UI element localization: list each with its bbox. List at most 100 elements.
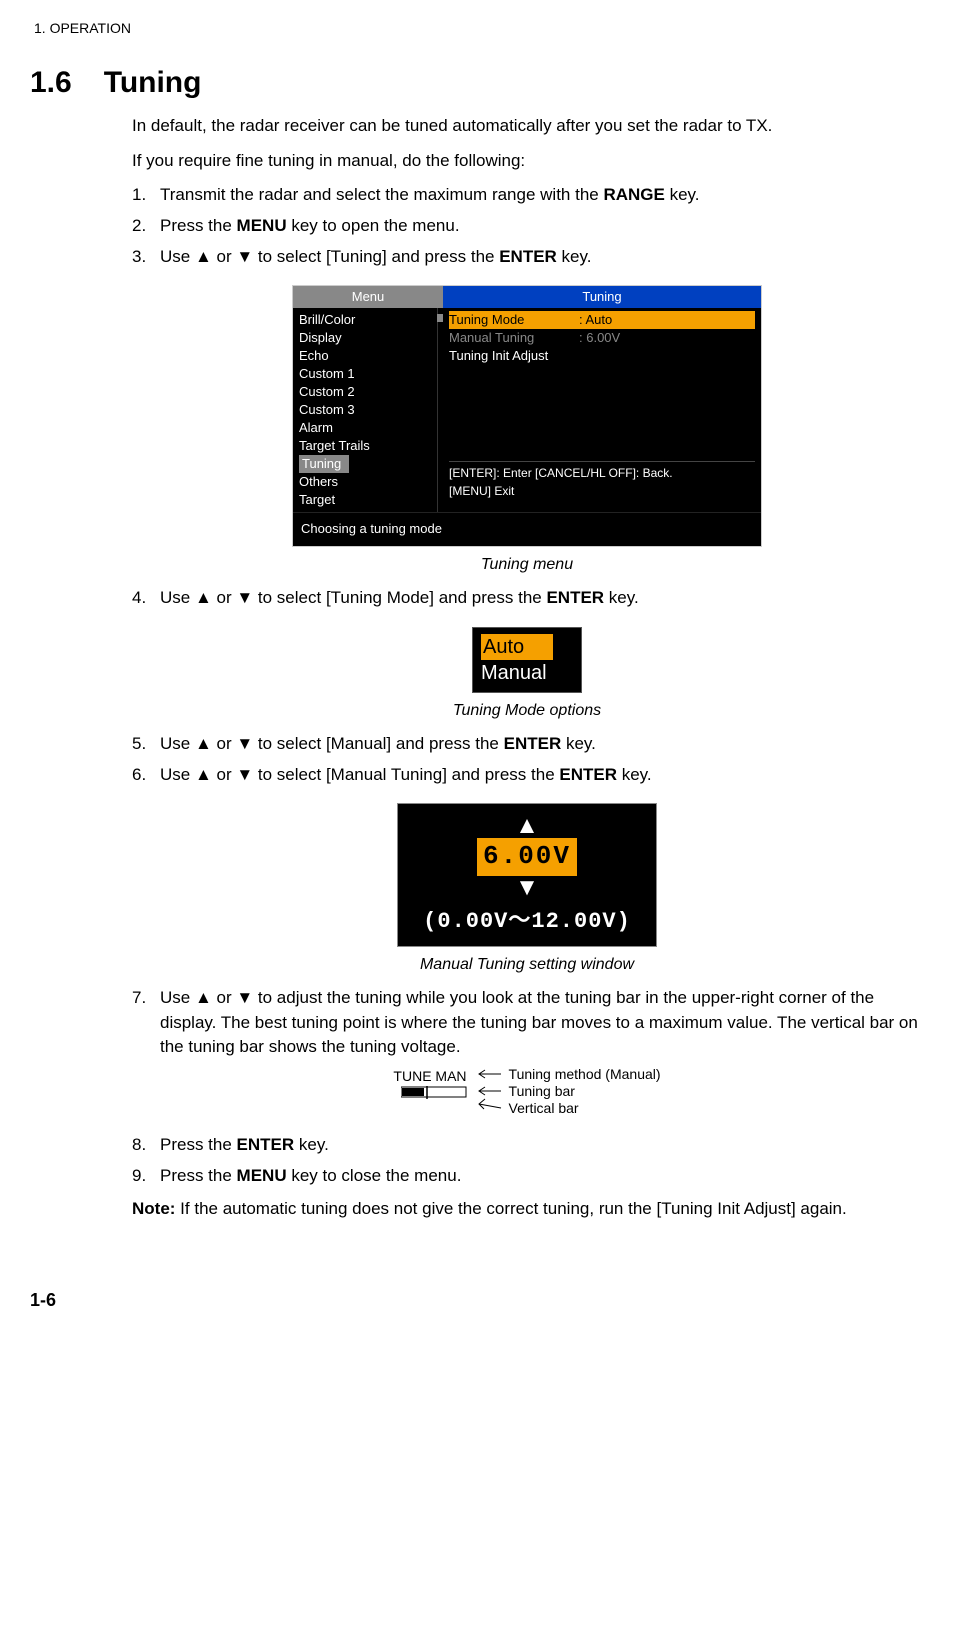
up-triangle-icon: ▲ (195, 247, 212, 266)
menu-key: MENU (237, 1166, 287, 1185)
arrow-icon (471, 1066, 505, 1121)
menu-item: Tuning (299, 455, 437, 473)
enter-key: ENTER (499, 247, 557, 266)
menu-list: Brill/ColorDisplayEchoCustom 1Custom 2Cu… (293, 308, 443, 512)
scrollbar-thumb (437, 314, 443, 322)
tuning-value: 6.00V (477, 838, 577, 876)
step-num: 4. (132, 586, 146, 611)
step-text: Use (160, 988, 195, 1007)
callout-tuning-bar: Tuning bar (509, 1083, 661, 1100)
figure-caption: Tuning menu (481, 553, 573, 576)
step-num: 7. (132, 986, 146, 1011)
hint-line-2: [MENU] Exit (449, 483, 755, 500)
step-text: to select [Manual] and press the (253, 734, 503, 753)
note-paragraph: Note: If the automatic tuning does not g… (132, 1197, 922, 1222)
step-num: 1. (132, 183, 146, 208)
step-text: or (212, 734, 237, 753)
up-triangle-icon: ▲ (195, 765, 212, 784)
step-3: 3. Use ▲ or ▼ to select [Tuning] and pre… (132, 245, 922, 270)
step-text: or (212, 588, 237, 607)
tuning-panel: Tuning Mode: AutoManual Tuning: 6.00VTun… (443, 308, 761, 512)
step-text: key to open the menu. (287, 216, 460, 235)
step-text: key. (561, 734, 596, 753)
up-triangle-icon: ▲ (195, 588, 212, 607)
tuning-menu-figure: Menu Tuning Brill/ColorDisplayEchoCustom… (132, 285, 922, 576)
section-number: 1.6 (30, 66, 72, 100)
down-triangle-icon: ▼ (236, 765, 253, 784)
tuning-row: Tuning Init Adjust (449, 347, 755, 365)
step-text: Use (160, 247, 195, 266)
intro-para-1: In default, the radar receiver can be tu… (132, 114, 922, 139)
enter-key: ENTER (504, 734, 562, 753)
down-arrow-icon: ▼ (398, 876, 656, 900)
step-text: or (212, 247, 237, 266)
step-text: to adjust the tuning while you look at t… (160, 988, 918, 1056)
step-8: 8. Press the ENTER key. (132, 1133, 922, 1158)
step-text: key. (294, 1135, 329, 1154)
mode-option-auto: Auto (481, 634, 553, 660)
intro-para-2: If you require fine tuning in manual, do… (132, 149, 922, 174)
step-text: Use (160, 588, 195, 607)
menu-item: Custom 3 (299, 401, 437, 419)
step-text: key to close the menu. (287, 1166, 462, 1185)
step-text: to select [Tuning Mode] and press the (253, 588, 546, 607)
down-triangle-icon: ▼ (236, 734, 253, 753)
step-text: Press the (160, 1135, 237, 1154)
note-label: Note: (132, 1199, 175, 1218)
tuning-header: Tuning (443, 286, 761, 308)
menu-item: Alarm (299, 419, 437, 437)
step-num: 8. (132, 1133, 146, 1158)
menu-item: Target Trails (299, 437, 437, 455)
down-triangle-icon: ▼ (236, 247, 253, 266)
menu-item: Custom 1 (299, 365, 437, 383)
figure-caption: Tuning Mode options (453, 699, 601, 722)
step-text: to select [Tuning] and press the (253, 247, 499, 266)
step-text: key. (557, 247, 592, 266)
step-9: 9. Press the MENU key to close the menu. (132, 1164, 922, 1189)
up-triangle-icon: ▲ (195, 988, 212, 1007)
step-num: 5. (132, 732, 146, 757)
tune-man-label: TUNE MAN (393, 1066, 466, 1086)
menu-key: MENU (237, 216, 287, 235)
menu-footer: Choosing a tuning mode (293, 512, 761, 546)
step-text: key. (617, 765, 652, 784)
tuning-bar-graphic (401, 1086, 467, 1100)
step-num: 3. (132, 245, 146, 270)
enter-key: ENTER (546, 588, 604, 607)
manual-tuning-figure: ▲ 6.00V ▼ (0.00V～12.00V) Manual Tuning s… (132, 803, 922, 976)
tuning-range: (0.00V～12.00V) (398, 906, 656, 938)
enter-key: ENTER (237, 1135, 295, 1154)
step-7: 7. Use ▲ or ▼ to adjust the tuning while… (132, 986, 922, 1060)
range-key: RANGE (603, 185, 664, 204)
step-5: 5. Use ▲ or ▼ to select [Manual] and pre… (132, 732, 922, 757)
tuning-row: Tuning Mode: Auto (449, 311, 755, 329)
up-arrow-icon: ▲ (398, 814, 656, 838)
step-text: to select [Manual Tuning] and press the (253, 765, 559, 784)
up-triangle-icon: ▲ (195, 734, 212, 753)
menu-header: Menu (293, 286, 443, 308)
callout-tuning-method: Tuning method (Manual) (509, 1066, 661, 1083)
step-num: 9. (132, 1164, 146, 1189)
tune-bar-diagram: TUNE MAN Tuning method (Manua (132, 1066, 922, 1121)
scrollbar (437, 308, 443, 512)
step-text: Press the (160, 1166, 237, 1185)
menu-item: Brill/Color (299, 311, 437, 329)
note-text: If the automatic tuning does not give th… (175, 1199, 846, 1218)
mode-option-manual: Manual (481, 660, 573, 686)
step-text: Use (160, 765, 195, 784)
step-text: or (212, 765, 237, 784)
step-text: key. (665, 185, 700, 204)
enter-key: ENTER (559, 765, 617, 784)
step-4: 4. Use ▲ or ▼ to select [Tuning Mode] an… (132, 586, 922, 611)
menu-item: Others (299, 473, 437, 491)
tuning-mode-options-figure: Auto Manual Tuning Mode options (132, 627, 922, 722)
menu-item: Display (299, 329, 437, 347)
step-2: 2. Press the MENU key to open the menu. (132, 214, 922, 239)
down-triangle-icon: ▼ (236, 988, 253, 1007)
step-num: 6. (132, 763, 146, 788)
menu-item: Target (299, 491, 437, 509)
hint-line-1: [ENTER]: Enter [CANCEL/HL OFF]: Back. (449, 465, 755, 482)
menu-item: Echo (299, 347, 437, 365)
step-num: 2. (132, 214, 146, 239)
step-text: key. (604, 588, 639, 607)
